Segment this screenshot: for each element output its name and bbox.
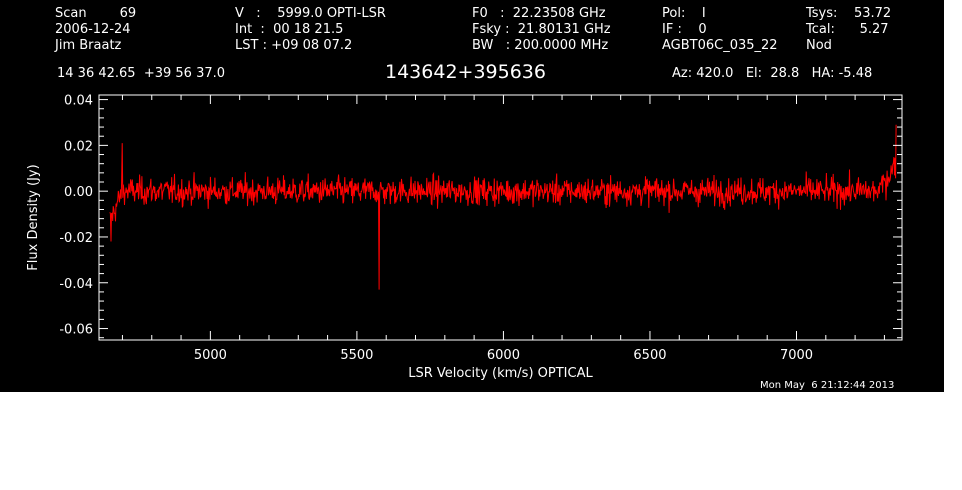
y-tick-label: -0.06	[59, 323, 93, 338]
y-tick-label: 0.00	[64, 185, 93, 200]
x-tick-label: 6000	[487, 348, 520, 363]
observer-label: Jim Braatz	[55, 38, 122, 53]
x-tick-label: 5500	[340, 348, 373, 363]
project-label: AGBT06C_035_22	[662, 38, 778, 53]
x-tick-label: 7000	[780, 348, 813, 363]
rest-frequency-label: F0 : 22.23508 GHz	[472, 6, 606, 21]
velocity-label: V : 5999.0 OPTI-LSR	[235, 6, 386, 21]
if-label: IF : 0	[662, 22, 707, 37]
plot-frame	[98, 94, 903, 341]
object-name: 143642+395636	[385, 61, 546, 83]
scan-label: Scan 69	[55, 6, 137, 21]
lst-label: LST : +09 08 07.2	[235, 38, 353, 53]
y-tick-label: -0.02	[59, 231, 93, 246]
y-axis-label: Flux Density (Jy)	[26, 164, 41, 270]
polarization-label: Pol: I	[662, 6, 706, 21]
coordinates-label: 14 36 42.65 +39 56 37.0	[57, 66, 226, 81]
y-tick-label: 0.04	[64, 94, 93, 109]
bandwidth-label: BW : 200.0000 MHz	[472, 38, 609, 53]
tcal-label: Tcal: 5.27	[806, 22, 889, 37]
tsys-label: Tsys: 53.72	[806, 6, 892, 21]
spectrum-chart: 5000 5500 6000 6500 7000 -0.06 -0.04 -0.02 0.00 0…	[26, 94, 903, 381]
date-label: 2006-12-24	[55, 22, 131, 37]
az-el-ha-label: Az: 420.0 El: 28.8 HA: -5.48	[672, 66, 873, 81]
spectrum-trace	[109, 124, 897, 290]
y-tick-label: 0.02	[64, 139, 93, 154]
x-tick-label: 5000	[194, 348, 227, 363]
x-tick-label: 6500	[633, 348, 666, 363]
x-axis-label: LSR Velocity (km/s) OPTICAL	[408, 366, 593, 381]
sky-frequency-label: Fsky : 21.80131 GHz	[472, 22, 611, 37]
plot-window: Scan 69 2006-12-24 Jim Braatz V : 5999.0…	[0, 0, 944, 392]
mode-label: Nod	[806, 38, 832, 53]
timestamp: Mon May 6 21:12:44 2013	[760, 380, 895, 391]
integration-label: Int : 00 18 21.5	[235, 22, 344, 37]
y-tick-label: -0.04	[59, 277, 93, 292]
